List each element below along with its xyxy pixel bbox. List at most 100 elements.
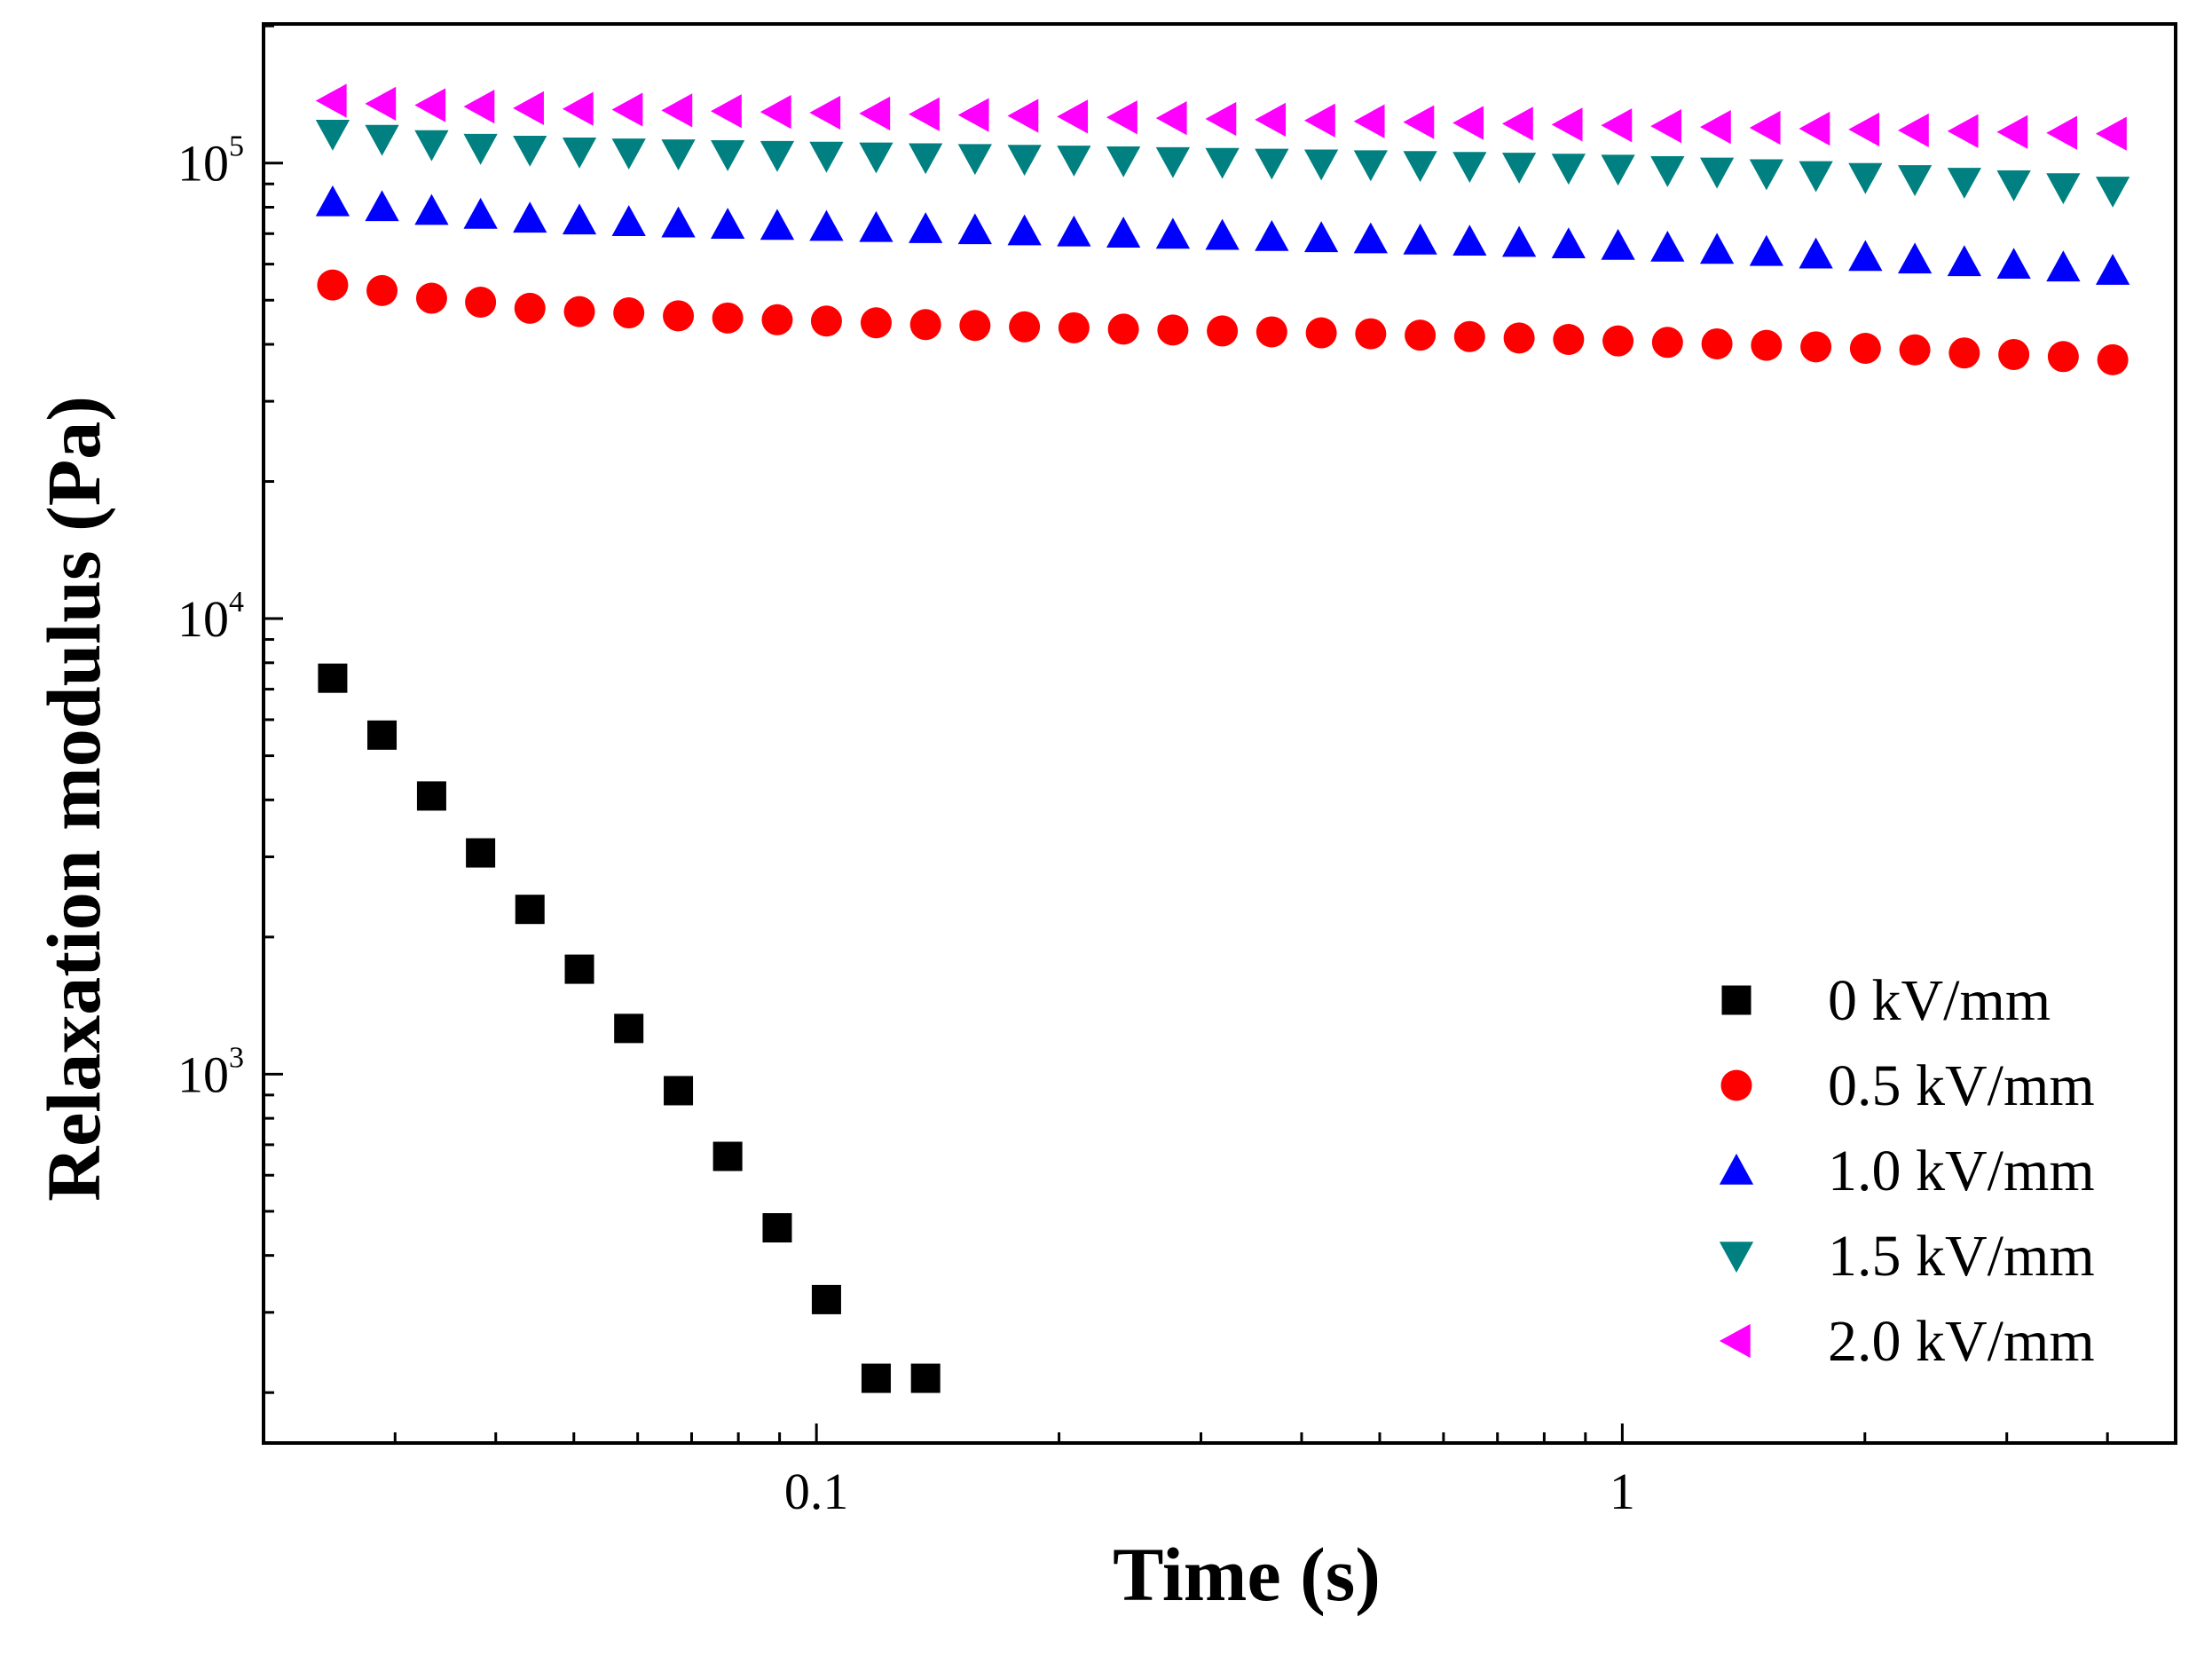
data-point xyxy=(1996,114,2028,149)
data-point xyxy=(1106,100,1137,135)
data-point xyxy=(1107,313,1139,345)
legend-marker xyxy=(1721,985,1751,1015)
data-point xyxy=(1650,155,1685,187)
series-2-0-kv-mm xyxy=(315,83,2127,151)
data-point xyxy=(365,86,397,121)
data-point xyxy=(663,300,695,332)
legend-label: 0 kV/mm xyxy=(1828,968,2051,1033)
data-point xyxy=(859,210,893,242)
data-point xyxy=(367,720,398,750)
data-point xyxy=(1452,225,1487,256)
data-point xyxy=(1353,150,1388,182)
data-point xyxy=(1205,218,1240,250)
data-point xyxy=(1998,338,2030,370)
legend-marker xyxy=(1719,1323,1751,1359)
y-tick-label: 104 xyxy=(177,586,244,648)
data-point xyxy=(1699,157,1735,189)
data-point xyxy=(1650,109,1682,144)
data-point xyxy=(809,209,844,241)
data-point xyxy=(2095,177,2130,208)
data-point xyxy=(562,138,597,169)
data-point xyxy=(1007,214,1042,246)
data-point xyxy=(760,140,795,172)
data-point xyxy=(1749,159,1783,191)
data-point xyxy=(614,1013,644,1044)
data-point xyxy=(1106,146,1141,177)
data-point xyxy=(1551,227,1586,259)
data-point xyxy=(1157,314,1189,346)
data-point xyxy=(1601,154,1635,186)
y-tick-label: 103 xyxy=(177,1041,244,1103)
data-point xyxy=(1205,147,1240,179)
data-point xyxy=(1601,108,1633,143)
data-point xyxy=(1799,237,1833,269)
data-point xyxy=(710,94,742,129)
data-point xyxy=(1007,99,1039,133)
data-point xyxy=(562,203,597,235)
data-point xyxy=(2095,254,2130,285)
data-point xyxy=(2047,341,2079,373)
data-point xyxy=(1106,217,1141,248)
data-point xyxy=(1207,315,1239,347)
data-point xyxy=(1501,106,1533,141)
legend-item: 2.0 kV/mm xyxy=(1719,1309,2095,1374)
data-point xyxy=(1849,333,1881,365)
data-point xyxy=(957,144,992,176)
data-point xyxy=(564,954,594,984)
data-point xyxy=(1303,149,1339,181)
data-point xyxy=(1948,337,1980,369)
data-point xyxy=(1699,109,1731,145)
legend-marker xyxy=(1720,1069,1752,1101)
series-1-0-kv-mm xyxy=(315,185,2130,285)
data-point xyxy=(1057,99,1089,134)
data-point xyxy=(1947,245,1982,277)
data-point xyxy=(1601,228,1635,260)
data-point xyxy=(760,94,791,130)
data-point xyxy=(1551,107,1583,142)
data-point xyxy=(1353,222,1388,254)
data-point xyxy=(1057,146,1091,177)
data-point xyxy=(957,98,989,132)
data-point xyxy=(1058,311,1090,343)
data-point xyxy=(1897,113,1929,147)
data-point xyxy=(1009,311,1041,343)
data-point xyxy=(1848,240,1883,272)
data-point xyxy=(611,138,646,170)
data-point xyxy=(1553,324,1585,356)
data-point xyxy=(860,307,892,339)
series-0-5-kv-mm xyxy=(317,269,2129,375)
data-point xyxy=(415,282,447,314)
data-point xyxy=(1403,151,1437,183)
data-point xyxy=(1256,316,1287,348)
data-point xyxy=(1057,215,1091,247)
plot-frame xyxy=(262,22,2177,1445)
data-point xyxy=(2046,115,2078,150)
data-point xyxy=(1155,146,1191,178)
data-point xyxy=(513,91,544,125)
data-point xyxy=(1699,233,1735,264)
data-point xyxy=(661,139,696,171)
y-axis-title: Relaxation modulus (Pa) xyxy=(31,396,116,1202)
data-point xyxy=(315,185,350,217)
data-point xyxy=(1751,329,1783,361)
data-point xyxy=(1947,114,1979,148)
data-point xyxy=(1303,221,1339,253)
data-point xyxy=(1650,230,1685,262)
data-point xyxy=(1602,325,1634,357)
data-point xyxy=(809,95,841,130)
data-point xyxy=(1996,248,2031,280)
data-point xyxy=(1899,334,1931,366)
data-point xyxy=(1551,154,1586,185)
data-point xyxy=(466,838,496,868)
data-point xyxy=(1355,318,1387,350)
data-point xyxy=(1405,319,1437,351)
series-0-kv-mm xyxy=(318,663,941,1393)
data-point xyxy=(365,124,399,156)
data-point xyxy=(611,92,643,127)
data-point xyxy=(1303,103,1335,138)
data-point xyxy=(661,206,696,238)
legend-label: 1.0 kV/mm xyxy=(1828,1139,2095,1203)
x-axis-title: Time (s) xyxy=(1113,1532,1381,1617)
data-point xyxy=(761,304,793,335)
data-point xyxy=(810,305,842,337)
